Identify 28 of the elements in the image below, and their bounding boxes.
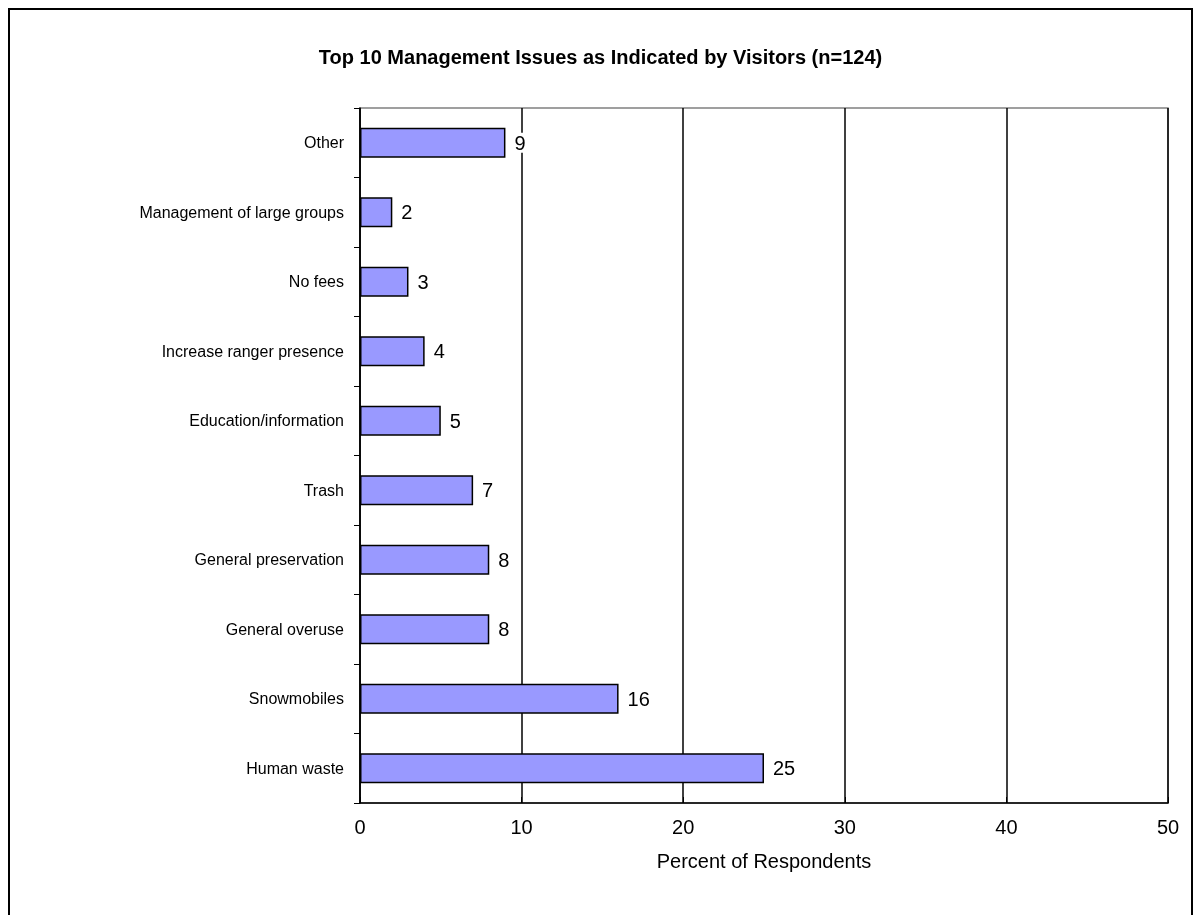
x-tick-label: 20 — [672, 816, 695, 838]
y-tick-label: Other — [303, 134, 345, 152]
data-label: 7 — [482, 479, 494, 502]
x-tick-label: 30 — [833, 816, 856, 838]
y-tick-label: General preservation — [194, 551, 344, 569]
y-tick-label: No fees — [288, 273, 344, 291]
x-tick-label: 0 — [354, 816, 366, 838]
chart-title: Top 10 Management Issues as Indicated by Visitors (n=124) — [318, 46, 883, 68]
y-tick-label: Trash — [303, 481, 344, 499]
y-tick-label: Education/information — [189, 412, 344, 430]
data-label: 3 — [417, 270, 429, 293]
y-tick-label: General overuse — [225, 620, 345, 638]
data-label: 9 — [514, 131, 526, 154]
data-label: 16 — [627, 687, 650, 710]
data-label: 8 — [498, 548, 510, 571]
data-label: 2 — [401, 201, 413, 224]
x-tick-label: 40 — [995, 816, 1018, 838]
y-tick-label: Snowmobiles — [248, 690, 344, 708]
x-tick-label: 10 — [510, 816, 533, 838]
data-label: 8 — [498, 618, 510, 641]
y-tick-label: Human waste — [246, 759, 345, 777]
data-label: 4 — [433, 340, 445, 363]
x-tick-label: 50 — [1156, 816, 1180, 838]
y-tick-label: Management of large groups — [139, 203, 344, 221]
x-axis-title: Percent of Respondents — [656, 850, 872, 872]
data-label: 25 — [773, 757, 796, 780]
y-tick-label: Increase ranger presence — [161, 342, 345, 360]
data-label: 5 — [449, 409, 461, 432]
